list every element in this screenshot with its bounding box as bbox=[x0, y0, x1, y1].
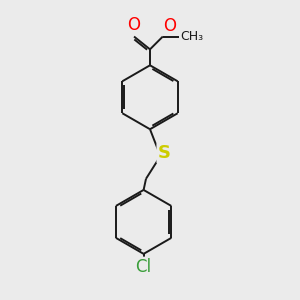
Text: O: O bbox=[128, 16, 140, 34]
Text: O: O bbox=[164, 17, 177, 35]
Text: CH₃: CH₃ bbox=[180, 30, 203, 43]
Text: S: S bbox=[158, 144, 171, 162]
Text: Cl: Cl bbox=[136, 258, 152, 276]
